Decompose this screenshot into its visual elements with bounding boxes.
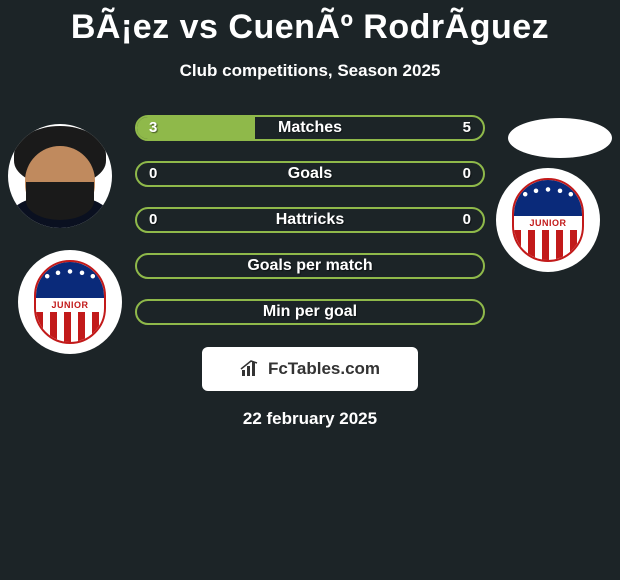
stat-label: Goals per match xyxy=(137,255,483,277)
bar-chart-icon xyxy=(240,360,262,378)
stat-label: Goals xyxy=(137,163,483,185)
page-title: BÃ¡ez vs CuenÃº RodrÃ­guez xyxy=(0,0,620,47)
crest-label: JUNIOR xyxy=(36,298,104,312)
brand-box[interactable]: FcTables.com xyxy=(202,347,418,391)
brand-text: FcTables.com xyxy=(268,359,380,379)
crest-label: JUNIOR xyxy=(514,216,582,230)
player-right-avatar xyxy=(508,118,612,158)
stat-label: Min per goal xyxy=(137,301,483,323)
stat-label: Hattricks xyxy=(137,209,483,231)
date-line: 22 february 2025 xyxy=(0,409,620,429)
stat-row-goals: 0 Goals 0 xyxy=(135,161,485,187)
stat-value-right: 5 xyxy=(463,117,471,139)
player-left-avatar xyxy=(8,124,112,228)
stat-row-min-per-goal: Min per goal xyxy=(135,299,485,325)
stat-value-right: 0 xyxy=(463,163,471,185)
stat-row-matches: 3 Matches 5 xyxy=(135,115,485,141)
stat-row-hattricks: 0 Hattricks 0 xyxy=(135,207,485,233)
club-right-crest: JUNIOR xyxy=(496,168,600,272)
stat-row-goals-per-match: Goals per match xyxy=(135,253,485,279)
stat-value-right: 0 xyxy=(463,209,471,231)
page-subtitle: Club competitions, Season 2025 xyxy=(0,61,620,81)
club-left-crest: JUNIOR xyxy=(18,250,122,354)
stat-label: Matches xyxy=(137,117,483,139)
